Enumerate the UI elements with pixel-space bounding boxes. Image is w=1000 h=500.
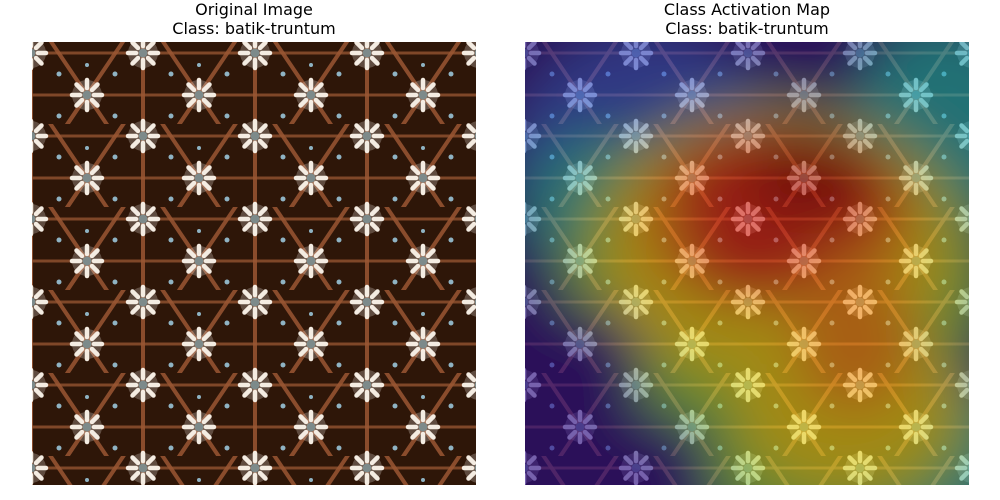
right-panel-heading: Class Activation Map	[663, 0, 831, 19]
batik-pattern-original	[32, 42, 476, 485]
left-panel-class-label: Class: batik-truntum	[172, 19, 336, 38]
left-panel-heading: Original Image	[195, 0, 313, 19]
original-image	[32, 42, 476, 485]
heatmap-overlay	[525, 42, 969, 485]
activation-heatmap	[525, 42, 969, 485]
right-panel-class-label: Class: batik-truntum	[665, 19, 829, 38]
right-panel-title: Class Activation Map Class: batik-truntu…	[525, 0, 969, 38]
left-panel-title: Original Image Class: batik-truntum	[32, 0, 476, 38]
class-activation-map	[525, 42, 969, 485]
